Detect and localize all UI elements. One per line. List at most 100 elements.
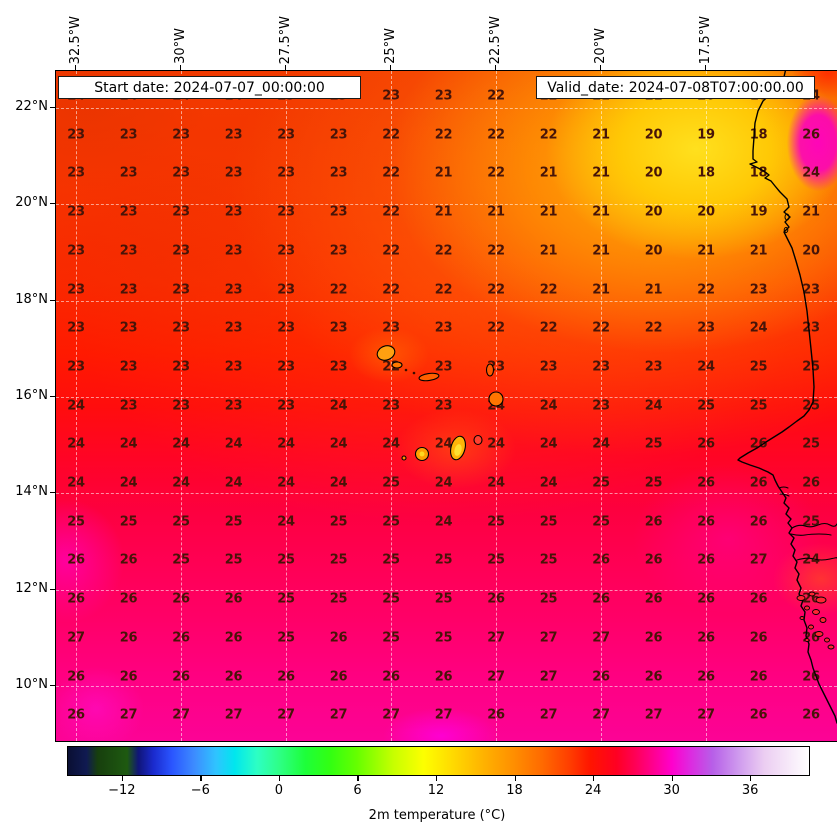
- grid-value: 22: [487, 282, 505, 297]
- lon-gridline: [706, 71, 707, 741]
- grid-value: 26: [224, 591, 243, 607]
- lon-tick-label: 17.5°W: [697, 15, 713, 64]
- lat-tick-label: 12°N: [15, 580, 48, 596]
- lon-tick-label: 27.5°W: [277, 15, 293, 64]
- grid-value: 24: [329, 436, 348, 452]
- grid-value: 24: [697, 359, 715, 375]
- grid-value: 23: [172, 398, 190, 414]
- valid-date-label: Valid_date: 2024-07-08T07:00:00.00: [536, 76, 815, 99]
- grid-value: 27: [592, 707, 610, 723]
- grid-value: 23: [172, 282, 190, 297]
- grid-value: 26: [329, 669, 348, 684]
- grid-value: 26: [697, 514, 715, 530]
- grid-value: 21: [434, 204, 453, 220]
- grid-value: 27: [592, 630, 610, 646]
- grid-value: 18: [749, 165, 768, 181]
- grid-value: 25: [382, 591, 400, 607]
- lon-gridline: [391, 71, 392, 741]
- grid-value: 26: [119, 591, 138, 607]
- grid-value: 25: [644, 475, 663, 491]
- grid-value: 26: [749, 514, 768, 530]
- grid-value: 23: [224, 398, 243, 414]
- grid-value: 21: [592, 204, 610, 220]
- grid-value: 27: [382, 707, 400, 723]
- grid-value: 25: [539, 514, 558, 530]
- grid-value: 26: [172, 591, 190, 607]
- grid-value: 20: [644, 243, 663, 259]
- grid-value: 25: [67, 514, 85, 530]
- grid-value: 26: [487, 591, 505, 607]
- grid-value: 22: [434, 243, 453, 259]
- grid-value: 22: [487, 165, 505, 181]
- lon-tick-label: 32.5°W: [67, 15, 83, 64]
- colorbar-tick-label: −12: [108, 783, 136, 798]
- grid-value: 24: [382, 436, 400, 452]
- grid-value: 22: [487, 88, 505, 104]
- grid-value: 24: [749, 320, 768, 336]
- lat-gridline: [56, 493, 837, 495]
- grid-value: 26: [592, 552, 610, 568]
- grid-value: 21: [487, 204, 505, 220]
- grid-value: 25: [172, 514, 190, 530]
- lon-tick-mark: [75, 65, 77, 70]
- lat-tick-label: 10°N: [15, 676, 48, 692]
- grid-value: 22: [382, 127, 400, 143]
- grid-value: 21: [644, 282, 663, 297]
- grid-value: 25: [172, 552, 190, 568]
- grid-value: 26: [67, 552, 85, 568]
- grid-value: 25: [382, 552, 400, 568]
- grid-value: 27: [539, 669, 558, 684]
- lat-tick-mark: [50, 203, 55, 205]
- grid-value: 26: [802, 591, 820, 607]
- grid-value: 27: [172, 707, 190, 723]
- grid-value: 24: [172, 475, 190, 491]
- grid-value: 23: [67, 359, 85, 375]
- grid-value: 21: [592, 243, 610, 259]
- grid-value: 23: [382, 88, 400, 104]
- grid-value: 23: [119, 359, 138, 375]
- grid-value: 21: [592, 127, 610, 143]
- grid-value: 23: [277, 359, 295, 375]
- lon-gridline: [601, 71, 602, 741]
- grid-value: 22: [382, 204, 400, 220]
- grid-value: 20: [644, 127, 663, 143]
- grid-value: 26: [119, 630, 138, 646]
- grid-value: 23: [172, 165, 190, 181]
- grid-value: 20: [697, 204, 715, 220]
- grid-value: 26: [277, 669, 295, 684]
- grid-value: 23: [329, 165, 348, 181]
- grid-value: 19: [697, 127, 715, 143]
- grid-value: 27: [434, 707, 453, 723]
- grid-value: 26: [644, 630, 663, 646]
- coastal-lagoon: [784, 213, 790, 221]
- lat-gridline: [56, 589, 837, 591]
- gambia-river-south-bank: [790, 533, 832, 536]
- grid-value: 25: [644, 436, 663, 452]
- grid-value: 24: [644, 398, 663, 414]
- lat-tick-label: 14°N: [15, 484, 48, 500]
- saloum-delta: [778, 486, 790, 497]
- map-plot-area: 24 24 24 24 23 23 23 23 22 22 21 21 20 18 24 23 23 23 23 23…: [55, 70, 837, 742]
- grid-value: 23: [224, 320, 243, 336]
- grid-value: 26: [172, 669, 190, 684]
- grid-value: 26: [434, 669, 453, 684]
- grid-value: 20: [644, 165, 663, 181]
- grid-value: 26: [644, 514, 663, 530]
- grid-value: 27: [644, 707, 663, 723]
- grid-value: 23: [277, 282, 295, 297]
- grid-value: 23: [172, 320, 190, 336]
- grid-value: 25: [329, 514, 348, 530]
- grid-value: 23: [592, 359, 610, 375]
- grid-value: 25: [749, 359, 768, 375]
- colorbar-tick-mark: [200, 776, 202, 781]
- grid-value: 22: [539, 282, 558, 297]
- colorbar-tick-label: 6: [353, 783, 362, 798]
- grid-value: 23: [802, 282, 820, 297]
- africa-coastline: [737, 71, 837, 724]
- grid-value: 24: [224, 475, 243, 491]
- grid-value: 24: [434, 475, 453, 491]
- colorbar-tick-mark: [436, 776, 438, 781]
- grid-value: 23: [277, 320, 295, 336]
- grid-value: 23: [802, 320, 820, 336]
